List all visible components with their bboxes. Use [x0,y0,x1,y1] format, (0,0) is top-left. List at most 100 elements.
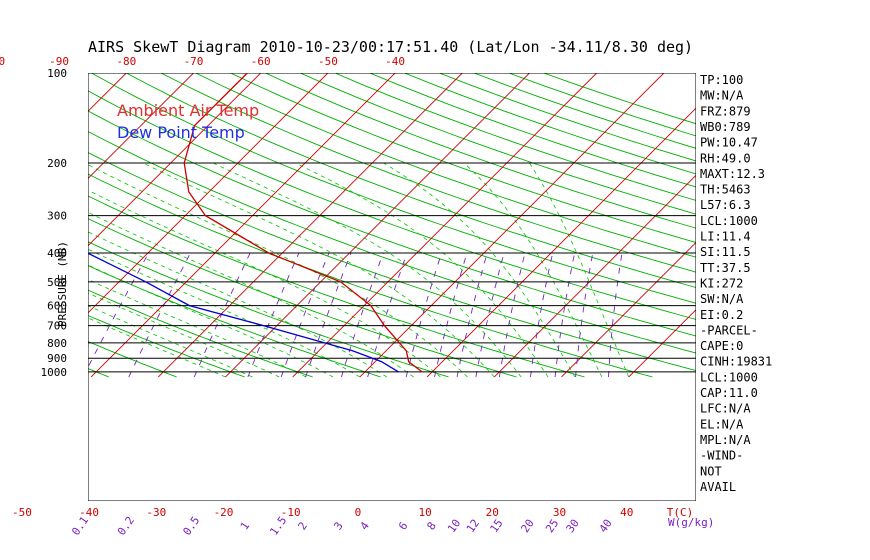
stability-index-line: LCL:1000 [700,214,758,228]
bottom-temp-tick-label: -20 [214,506,234,519]
mixing-ratio-line [128,252,191,378]
stability-index-line: MW:N/A [700,89,744,103]
isotherm-line [359,73,665,378]
top-temp-tick-label: -90 [49,55,69,68]
mixing-ratio-label: 8 [424,520,438,533]
mixing-ratio-label: 0.5 [180,514,202,538]
dry-adiabat-line [230,73,696,243]
y-axis-title: PRESSURE (MB) [56,241,69,327]
mixing-ratio-line [340,252,384,378]
stability-index-line: TP:100 [700,73,743,87]
stability-index-line: NOT [700,464,722,478]
stability-index-line: MAXT:12.3 [700,167,765,181]
isotherm-line [426,107,696,378]
mixing-ratio-label: 1 [238,520,252,533]
dry-adiabat-line [439,73,696,162]
stability-index-line: WB0:789 [700,120,751,134]
top-temp-tick-label: -70 [184,55,204,68]
dry-adiabat-line [88,241,449,378]
bottom-temp-tick-label: 20 [486,506,499,519]
mixing-ratio-line [193,252,251,378]
dry-adiabat-line [473,73,696,149]
mixing-ratio-label: 12 [464,517,482,535]
dry-adiabat-line [0,73,41,377]
pressure-tick-label: 900 [47,352,67,365]
moist-adiabat-line [142,162,495,378]
isotherm-line [292,73,598,378]
stability-index-line: CINH:19831 [700,355,772,369]
stability-index-line: -WIND- [700,449,743,463]
pressure-tick-label: 800 [47,337,67,350]
moist-adiabat-line [88,164,468,378]
pressure-tick-label: 1000 [41,366,68,379]
stability-index-line: KI:272 [700,276,743,290]
pressure-tick-label: 500 [47,276,67,289]
pressure-tick-label: 100 [47,67,67,80]
isotherm-line [225,73,530,378]
stability-index-line: -PARCEL- [700,323,758,337]
isotherm-line [157,73,463,378]
moist-adiabat-line [529,162,630,378]
pressure-tick-label: 400 [47,247,67,260]
dry-adiabat-line [195,73,696,258]
stability-index-line: AVAIL [700,480,736,494]
mixing-ratio-label: 0.2 [115,514,137,538]
stability-index-line: FRZ:879 [700,104,751,118]
isotherm-line [88,73,329,314]
mixing-ratio-label: 30 [564,517,582,535]
isotherm-line [628,309,696,378]
mixing-ratio-label: 3 [331,520,345,533]
dry-adiabat-line [88,90,696,320]
stability-index-line: LFC:N/A [700,402,751,416]
moist-adiabat-line [88,248,361,378]
background-grid [0,73,696,501]
stability-index-line: SI:11.5 [700,245,751,259]
stability-index-line: EI:0.2 [700,308,743,322]
bottom-temp-tick-label: 40 [620,506,633,519]
top-temp-tick-label: -80 [116,55,136,68]
moist-adiabat-line [383,162,576,378]
isotherm-line [561,241,696,378]
mixing-ratio-line [434,252,468,378]
air-temperature-line [183,73,423,373]
moist-adiabat-line [295,162,549,378]
legend-dew-point: Dew Point Temp [117,123,245,142]
dry-adiabat-line [88,130,696,354]
isotherm-line [88,73,262,247]
stability-index-line: LCL:1000 [700,370,758,384]
sounding-profiles [88,73,423,373]
stability-index-line: TH:5463 [700,183,751,197]
bottom-temp-tick-label: -30 [146,506,166,519]
mixing-ratio-line [305,252,352,378]
bottom-temp-tick-label: 0 [355,506,362,519]
dry-adiabat-line [88,195,585,378]
top-temp-tick-label: -40 [385,55,405,68]
stability-index-line: MPL:N/A [700,433,751,447]
dry-adiabat-line [88,218,517,378]
bottom-temp-tick-label: -10 [281,506,301,519]
top-temp-tick-label: -50 [318,55,338,68]
mixing-ratio-line [498,252,526,378]
chart-title: AIRS SkewT Diagram 2010-10-23/00:17:51.4… [88,38,693,56]
dry-adiabat-line [160,73,696,273]
legend-air-temp: Ambient Air Temp [117,101,259,120]
isotherm-line [88,73,194,180]
stability-index-line: EL:N/A [700,417,744,431]
mixing-ratio-line [575,252,594,378]
stability-index-line: CAP:11.0 [700,386,758,400]
dry-adiabat-line [265,73,696,229]
dry-adiabat-line [88,289,313,378]
moist-adiabat-line [463,162,603,378]
dry-adiabat-line [88,151,696,372]
dry-adiabat-line [334,73,696,201]
stability-index-line: TT:37.5 [700,261,751,275]
moist-adiabat-line [88,305,253,378]
pressure-tick-label: 700 [47,320,67,333]
mixing-ratio-line [608,252,623,378]
stability-index-line: CAPE:0 [700,339,743,353]
dry-adiabat-line [126,73,696,288]
mixing-ratio-label: 4 [358,519,373,532]
top-temp-tick-label: -100 [0,55,5,68]
mixing-ratio-line [456,252,488,378]
